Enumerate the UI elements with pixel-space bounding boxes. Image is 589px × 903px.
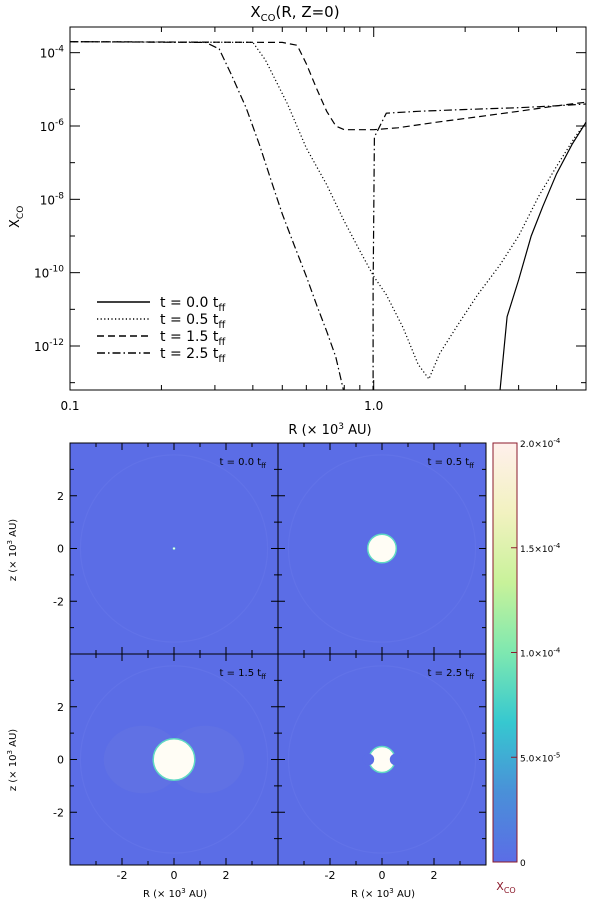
heatmap-x-tick-label: 2 [223,869,230,882]
core-notch [362,753,375,766]
y-tick-label: 10-6 [40,118,65,134]
y-tick-label: 10-4 [40,45,65,61]
heatmap-y-tick-label: 2 [57,701,64,714]
heatmap-x-tick-label: -2 [325,869,336,882]
series-group [70,41,586,390]
y-tick-label: 10-12 [34,338,64,354]
heatmap-panel-0: t = 0.0 tff [69,442,279,655]
y-tick-label: 10-10 [34,265,64,281]
outer-contour [287,454,477,643]
x-tick-label: 0.1 [60,399,79,413]
line-chart: XCO(R, Z=0) 0.1 1.0 10-4 10-6 10-8 10-10 10-1… [8,3,587,438]
heatmap-x-tick-label: 0 [379,869,386,882]
heatmap-y-label-top: z (× 103 AU) [6,519,19,581]
core-region [172,547,176,550]
heatmap-x-label-left: R (× 103 AU) [143,887,207,900]
colorbar-tick-label: 2.0×10-4 [520,437,561,450]
heatmap-y-tick-label: 0 [57,543,64,556]
heatmap-x-tick-label: 0 [171,869,178,882]
core-region [366,533,398,564]
panel-time-label: t = 0.0 tff [220,457,267,470]
heatmap-panel-2: t = 1.5 tff [69,653,279,866]
panels-group: t = 0.0 tff t = 0.5 tff t = 1.5 tff t = 2.5… [69,442,487,866]
outer-contour [79,665,269,854]
colorbar: 0 5.0×10-5 1.0×10-4 1.5×10-4 2.0×10-4 XCO [492,437,561,895]
panel-time-label: t = 1.5 tff [220,668,267,681]
series-line-0 [499,121,586,390]
colorbar-label: XCO [496,880,515,895]
x-axis: 0.1 1.0 [60,27,587,413]
colorbar-tick-label: 0 [520,859,526,869]
heatmap-y-tick-label: 2 [57,490,64,503]
heatmap-x-tick-label: -2 [117,869,128,882]
series-line-3 [70,41,345,390]
heatmap-y-tick-label: -2 [53,595,64,608]
heatmap-x-tick-label: 2 [431,869,438,882]
core-region [152,737,196,782]
legend-entry: t = 0.5 tff [160,312,226,331]
heatmap-y-tick-label: -2 [53,806,64,819]
colorbar-tick-label: 5.0×10-5 [520,751,560,764]
chart-title: XCO(R, Z=0) [250,3,339,24]
y-tick-label: 10-8 [40,191,65,207]
heatmap-y-label-bottom: z (× 103 AU) [6,729,19,791]
x-tick-label: 1.0 [364,399,383,413]
legend-entry: t = 2.5 tff [160,346,226,365]
series-line-4 [372,103,586,390]
x-axis-label: R (× 103 AU) [288,422,371,438]
heatmap-x-label-right: R (× 103 AU) [351,887,415,900]
heatmap-panel-3: t = 2.5 tff [277,653,487,866]
legend-entry: t = 1.5 tff [160,329,226,348]
y-axis: 10-4 10-6 10-8 10-10 10-12 [34,45,586,384]
legend-entry: t = 0.0 tff [160,295,226,314]
panel-time-label: t = 0.5 tff [428,457,475,470]
heatmap-panel-1: t = 0.5 tff [277,442,487,655]
heatmap-y-tick-label: 0 [57,754,64,767]
series-line-2 [70,41,586,131]
colorbar-ticks: 0 5.0×10-5 1.0×10-4 1.5×10-4 2.0×10-4 [511,437,561,869]
y-axis-label: XCO [8,206,26,228]
heatmap-grid: t = 0.0 tff t = 0.5 tff t = 1.5 tff t = 2.5… [6,442,487,900]
outer-contour [287,665,477,854]
series-line-1 [70,41,586,381]
colorbar-tick-label: 1.0×10-4 [520,647,561,660]
core-notch [389,753,402,766]
colorbar-tick-label: 1.5×10-4 [520,542,561,555]
heatmap-x-axis: -2 0 2 -2 0 2 [117,869,438,882]
heatmap-y-axis: 2 0 -2 2 0 -2 [53,490,64,820]
outer-contour [79,454,269,643]
panel-time-label: t = 2.5 tff [428,668,475,681]
plot-frame [69,26,587,391]
